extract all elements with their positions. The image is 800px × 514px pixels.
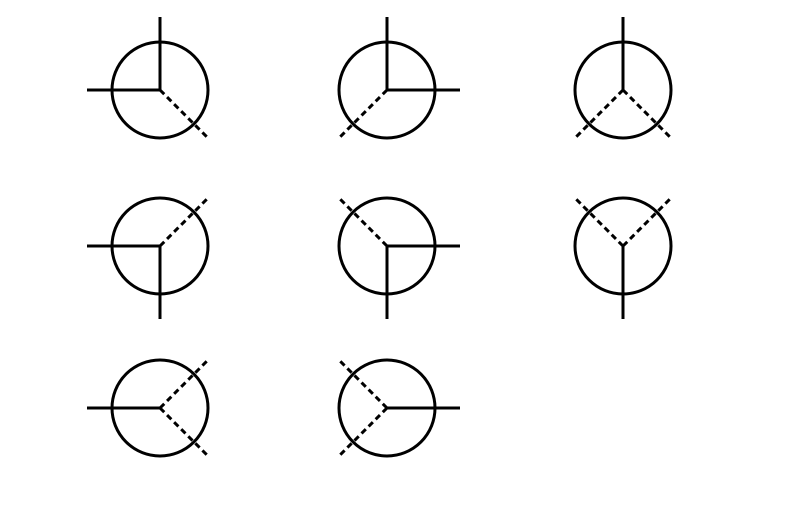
dashed-spoke-up-left <box>336 357 389 410</box>
symbol-2 <box>336 17 460 141</box>
symbol-1 <box>87 17 211 141</box>
dashed-spoke-down-right <box>158 406 211 459</box>
symbols-layer <box>87 17 674 459</box>
symbol-5 <box>336 195 460 319</box>
dashed-spoke-down-right <box>621 88 674 141</box>
symbol-8 <box>336 357 460 459</box>
dashed-spoke-up-right <box>158 195 211 248</box>
dashed-spoke-down-left <box>336 406 389 459</box>
symbol-7 <box>87 357 211 459</box>
symbol-6 <box>572 195 674 319</box>
symbol-3 <box>572 17 674 141</box>
dashed-spoke-up-right <box>621 195 674 248</box>
dashed-spoke-down-right <box>158 88 211 141</box>
dashed-spoke-up-left <box>572 195 625 248</box>
dashed-spoke-up-left <box>336 195 389 248</box>
dashed-spoke-down-left <box>336 88 389 141</box>
dashed-spoke-down-left <box>572 88 625 141</box>
symbol-4 <box>87 195 211 319</box>
dashed-spoke-up-right <box>158 357 211 410</box>
